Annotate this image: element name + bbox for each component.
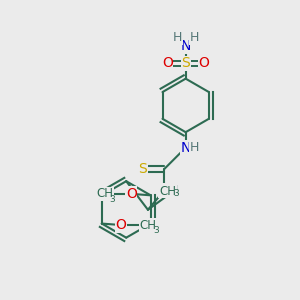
Text: CH: CH xyxy=(159,184,176,197)
Text: H: H xyxy=(169,184,178,197)
Text: H: H xyxy=(190,141,199,154)
Text: N: N xyxy=(181,141,191,154)
Text: 3: 3 xyxy=(109,195,115,204)
Text: H: H xyxy=(189,31,199,44)
Text: CH: CH xyxy=(139,218,156,232)
Text: N: N xyxy=(181,39,191,53)
Text: S: S xyxy=(139,162,147,176)
Text: N: N xyxy=(159,183,169,197)
Text: 3: 3 xyxy=(174,189,179,198)
Text: S: S xyxy=(181,56,190,70)
Text: O: O xyxy=(126,187,137,201)
Text: 3: 3 xyxy=(153,226,159,235)
Text: O: O xyxy=(162,56,173,70)
Text: H: H xyxy=(173,31,182,44)
Text: CH: CH xyxy=(96,187,113,200)
Text: O: O xyxy=(199,56,209,70)
Text: O: O xyxy=(116,218,127,232)
